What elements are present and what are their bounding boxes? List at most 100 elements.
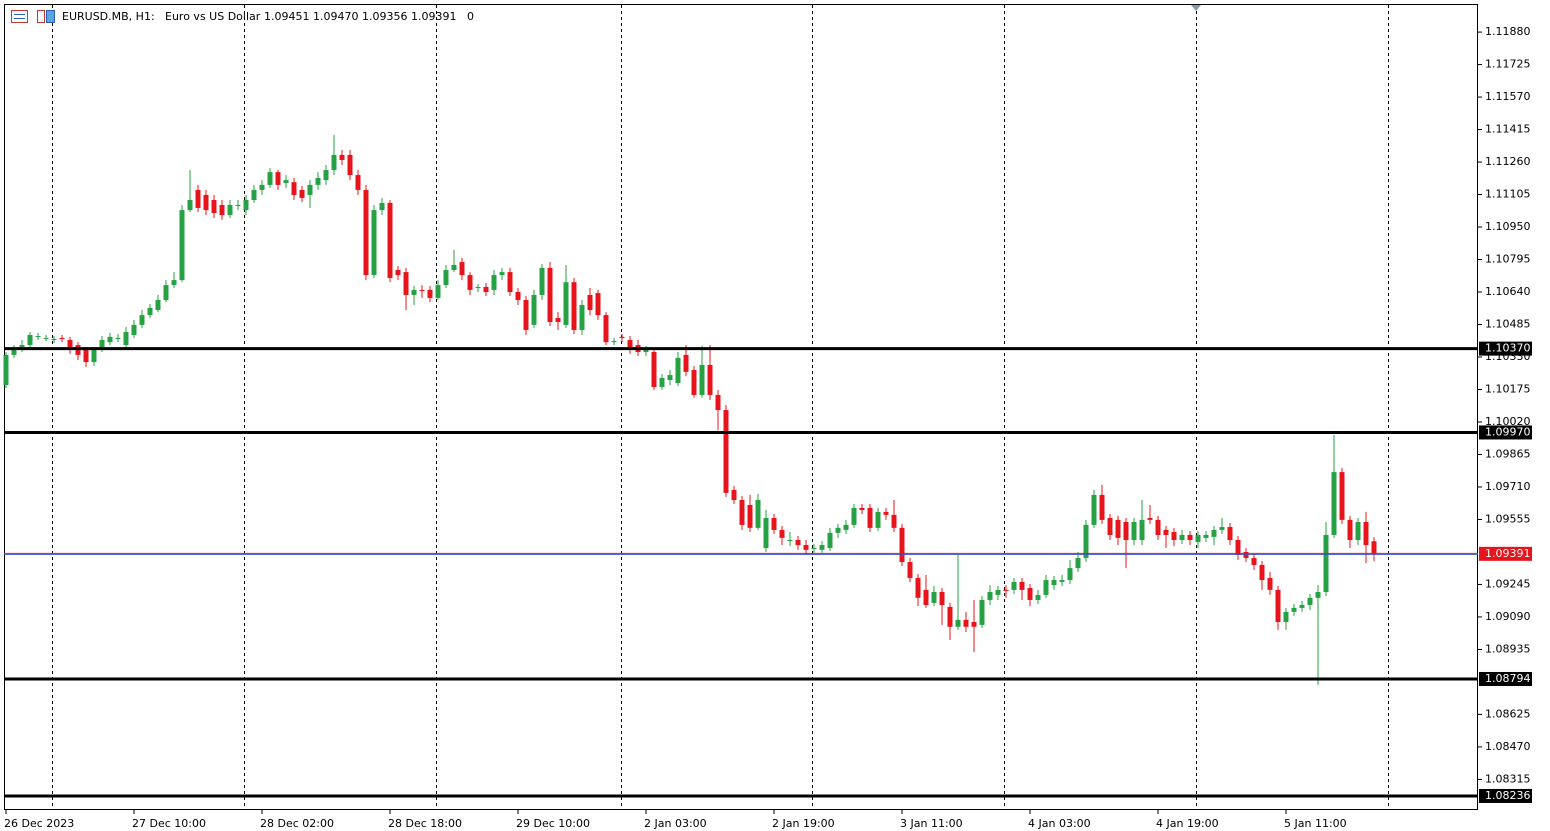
level-box — [1479, 671, 1532, 686]
candle-body — [1059, 580, 1065, 582]
candle-body — [619, 336, 625, 338]
candle-body — [243, 199, 249, 211]
candle-body — [339, 154, 345, 160]
candle-body — [1307, 597, 1313, 605]
candle-body — [299, 189, 305, 198]
candle-body — [723, 410, 729, 493]
level-box — [1479, 341, 1532, 356]
x-tick-label: 2 Jan 03:00 — [644, 817, 707, 830]
header: EURUSD.MB, H1: Euro vs US Dollar 1.09451… — [11, 10, 474, 23]
candle-body — [195, 189, 201, 208]
candle-body — [1259, 564, 1265, 581]
candle-body — [595, 293, 601, 316]
candle-body — [747, 504, 753, 528]
candle-body — [163, 285, 169, 300]
candle-body — [91, 349, 97, 363]
candle-body — [1299, 604, 1305, 608]
candle-body — [43, 337, 49, 339]
candle-body — [147, 307, 153, 316]
candle-body — [539, 267, 545, 295]
y-tick-label: 1.08470 — [1485, 740, 1531, 753]
candle-body — [971, 621, 977, 627]
candle-body — [219, 205, 225, 216]
shift-marker[interactable] — [1191, 5, 1201, 11]
level-label: 1.08236 — [1485, 789, 1531, 802]
y-tick-label: 1.10020 — [1485, 415, 1531, 428]
candle-body — [179, 210, 185, 281]
candle-body — [371, 210, 377, 276]
candle-body — [491, 275, 497, 290]
candle-body — [323, 170, 329, 181]
candle-body — [1035, 594, 1041, 600]
candle-body — [411, 289, 417, 295]
y-tick-label: 1.10640 — [1485, 285, 1531, 298]
level-label: 1.08794 — [1485, 672, 1531, 685]
candle-body — [659, 377, 665, 387]
candle-body — [347, 154, 353, 176]
candle-body — [651, 351, 657, 387]
chart-icon[interactable] — [46, 10, 55, 23]
candle-body — [171, 280, 177, 286]
x-tick-label: 5 Jan 11:00 — [1284, 817, 1347, 830]
candle-body — [603, 315, 609, 343]
chart-icon[interactable] — [37, 10, 45, 23]
candle-body — [259, 184, 265, 190]
candle-body — [1179, 534, 1185, 541]
candle-body — [827, 532, 833, 548]
x-tick-label: 26 Dec 2023 — [4, 817, 74, 830]
candle-body — [1227, 527, 1233, 541]
candle-body — [59, 337, 65, 339]
x-tick-label: 4 Jan 19:00 — [1156, 817, 1219, 830]
y-tick-label: 1.08625 — [1485, 707, 1531, 720]
candle-body — [779, 529, 785, 538]
candle-body — [315, 177, 321, 185]
y-tick-label: 1.09555 — [1485, 512, 1531, 525]
candle-body — [427, 289, 433, 298]
level-label: 1.10370 — [1485, 342, 1531, 355]
candle-body — [435, 285, 441, 298]
candle-body — [51, 338, 57, 341]
candle-body — [1347, 519, 1353, 541]
candle-body — [459, 262, 465, 276]
candle-body — [795, 540, 801, 546]
candle-body — [1075, 558, 1081, 569]
candle-body — [731, 489, 737, 500]
candle-body — [763, 517, 769, 548]
candle-body — [547, 267, 553, 322]
candle-body — [931, 591, 937, 603]
candle-body — [99, 340, 105, 350]
candle-body — [1195, 534, 1201, 543]
candle-body — [1147, 517, 1153, 520]
y-tick-label: 1.09710 — [1485, 480, 1531, 493]
candle-body — [643, 349, 649, 352]
plot-frame — [4, 4, 1478, 810]
candle-body — [291, 182, 297, 195]
candle-body — [275, 172, 281, 185]
candle-body — [563, 282, 569, 325]
candle-body — [467, 275, 473, 290]
candle-body — [955, 619, 961, 627]
candle-body — [1155, 519, 1161, 535]
y-tick-label: 1.08935 — [1485, 642, 1531, 655]
candle-body — [571, 282, 577, 330]
candle-body — [1123, 521, 1129, 541]
y-tick-label: 1.10795 — [1485, 253, 1531, 266]
menu-icon[interactable] — [11, 10, 28, 23]
candle-body — [1267, 577, 1273, 590]
y-tick-label: 1.10485 — [1485, 318, 1531, 331]
candle-body — [739, 499, 745, 525]
candle-body — [27, 334, 33, 346]
candle-body — [587, 294, 593, 311]
y-tick-label: 1.11725 — [1485, 58, 1531, 71]
y-tick-label: 1.11570 — [1485, 90, 1531, 103]
candle-body — [1131, 521, 1137, 541]
candle-body — [787, 540, 793, 542]
candle-body — [379, 202, 385, 211]
candle-body — [579, 305, 585, 330]
current-price-box — [1479, 546, 1532, 561]
candle-body — [875, 511, 881, 528]
volume: 0 — [467, 10, 474, 23]
candle-body — [891, 514, 897, 528]
x-tick-label: 3 Jan 11:00 — [900, 817, 963, 830]
